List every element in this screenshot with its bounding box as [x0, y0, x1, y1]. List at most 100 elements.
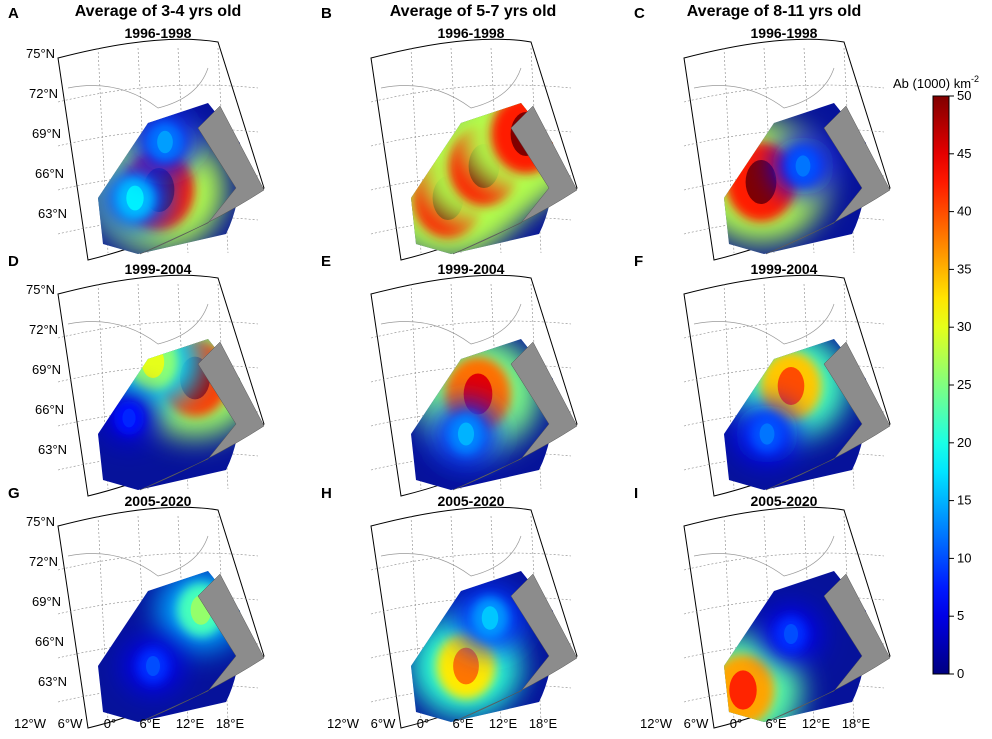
longitude-label: 18°E: [216, 716, 245, 731]
longitude-label: 18°E: [529, 716, 558, 731]
colorbar-tick-label: 20: [957, 435, 971, 450]
map-panel-e: E 1999-2004: [321, 253, 578, 497]
longitude-label: 6°E: [452, 716, 473, 731]
map-panel-c: C 1996-1998: [634, 5, 891, 261]
hotspot-g-1: [123, 638, 183, 694]
longitude-label: 6°W: [58, 716, 83, 731]
colorbar-tick-label: 25: [957, 377, 971, 392]
bathymetry-contour: [693, 67, 835, 109]
norway-coastline: [139, 573, 265, 723]
longitude-label: 18°E: [842, 716, 871, 731]
panel-letter-d: D: [8, 253, 19, 270]
colorbar-tick-label: 35: [957, 261, 971, 276]
map-panel-f: F 1999-2004: [634, 253, 891, 497]
longitude-label: 12°W: [640, 716, 673, 731]
longitude-label: 12°E: [176, 716, 205, 731]
map-panel-d: D 1999-2004: [8, 253, 265, 497]
colorbar-tick-label: 5: [957, 608, 964, 623]
latitude-label: 72°N: [29, 86, 58, 101]
latitude-label: 75°N: [26, 514, 55, 529]
longitude-label: 12°W: [327, 716, 360, 731]
norway-coastline: [765, 573, 891, 723]
norway-coastline: [452, 341, 578, 491]
bathymetry-contour: [693, 303, 835, 345]
hotspot-a-2: [131, 110, 199, 174]
panel-period-c: 1996-1998: [751, 25, 818, 41]
longitude-label: 0°: [417, 716, 429, 731]
colorbar-tick-label: 30: [957, 319, 971, 334]
latitude-label: 66°N: [35, 634, 64, 649]
panel-period-i: 2005-2020: [751, 493, 818, 509]
norway-coastline: [139, 341, 265, 491]
longitude-label: 12°E: [802, 716, 831, 731]
norway-coastline: [765, 341, 891, 491]
bathymetry-contour: [67, 303, 209, 345]
hotspot-h-1: [454, 584, 526, 652]
hotspot-e-1: [431, 401, 501, 467]
map-panel-h: H 2005-2020: [321, 485, 578, 729]
colorbar-tick-label: 50: [957, 88, 971, 103]
panel-letter-b: B: [321, 5, 332, 22]
longitude-label: 6°E: [139, 716, 160, 731]
panel-letter-h: H: [321, 485, 332, 502]
colorbar-tick-label: 15: [957, 493, 971, 508]
longitude-label: 12°E: [489, 716, 518, 731]
latitude-label: 63°N: [38, 674, 67, 689]
bathymetry-contour: [67, 67, 209, 109]
colorbar-tick-label: 10: [957, 550, 971, 565]
panel-letter-a: A: [8, 5, 19, 22]
hotspot-f-1: [735, 404, 799, 464]
abundance-field: [98, 103, 241, 254]
column-title-1: Average of 3-4 yrs old: [75, 3, 242, 20]
latitude-label: 63°N: [38, 442, 67, 457]
colorbar-tick-label: 45: [957, 146, 971, 161]
latitude-label: 69°N: [32, 126, 61, 141]
bathymetry-contour: [380, 303, 522, 345]
latitude-label: 66°N: [35, 402, 64, 417]
latitude-label: 69°N: [32, 594, 61, 609]
norway-coastline: [452, 105, 578, 255]
map-panel-a: A 1996-1998: [8, 5, 265, 261]
colorbar-gradient: [932, 95, 950, 675]
colorbar-tick-label: 40: [957, 204, 971, 219]
panel-period-f: 1999-2004: [751, 261, 818, 277]
column-title-3: Average of 8-11 yrs old: [687, 3, 862, 20]
bathymetry-contour: [380, 67, 522, 109]
panel-period-g: 2005-2020: [125, 493, 192, 509]
longitude-label: 12°W: [14, 716, 47, 731]
hotspot-c-1: [771, 136, 835, 196]
panel-letter-g: G: [8, 485, 20, 502]
hotspot-i-1: [761, 606, 821, 662]
panel-letter-e: E: [321, 253, 331, 270]
latitude-label: 66°N: [35, 166, 64, 181]
panel-period-h: 2005-2020: [438, 493, 505, 509]
colorbar-title: Ab (1000) km-2: [893, 74, 979, 91]
longitude-axis: 12°W 6°W 0° 6°E 12°E 18°E 12°W 6°W 0° 6°E 12°E 18°E…: [14, 716, 870, 731]
map-panel-i: I 2005-2020: [634, 485, 891, 729]
longitude-label: 6°E: [765, 716, 786, 731]
latitude-axis: 75°N 72°N 69°N 66°N 63°N 75°N 72°N 69°N 66°N 63°N…: [26, 46, 67, 689]
panel-period-d: 1999-2004: [125, 261, 192, 277]
map-panel-g: G 2005-2020: [8, 485, 265, 729]
colorbar-tick-label: 0: [957, 666, 964, 681]
longitude-label: 0°: [730, 716, 742, 731]
longitude-label: 0°: [104, 716, 116, 731]
panel-period-b: 1996-1998: [438, 25, 505, 41]
colorbar: Ab (1000) km-2 0 5 10 15 20 25 30 35 40 45 50: [893, 74, 979, 681]
latitude-label: 69°N: [32, 362, 61, 377]
latitude-label: 63°N: [38, 206, 67, 221]
bathymetry-contour: [693, 535, 835, 577]
bathymetry-contour: [67, 535, 209, 577]
latitude-label: 75°N: [26, 282, 55, 297]
panel-letter-i: I: [634, 485, 638, 502]
panel-letter-c: C: [634, 5, 645, 22]
latitude-label: 72°N: [29, 322, 58, 337]
latitude-label: 75°N: [26, 46, 55, 61]
norway-coastline: [452, 573, 578, 723]
panel-letter-f: F: [634, 253, 643, 270]
norway-coastline: [765, 105, 891, 255]
column-title-2: Average of 5-7 yrs old: [390, 3, 557, 20]
panel-period-e: 1999-2004: [438, 261, 505, 277]
bathymetry-contour: [380, 535, 522, 577]
